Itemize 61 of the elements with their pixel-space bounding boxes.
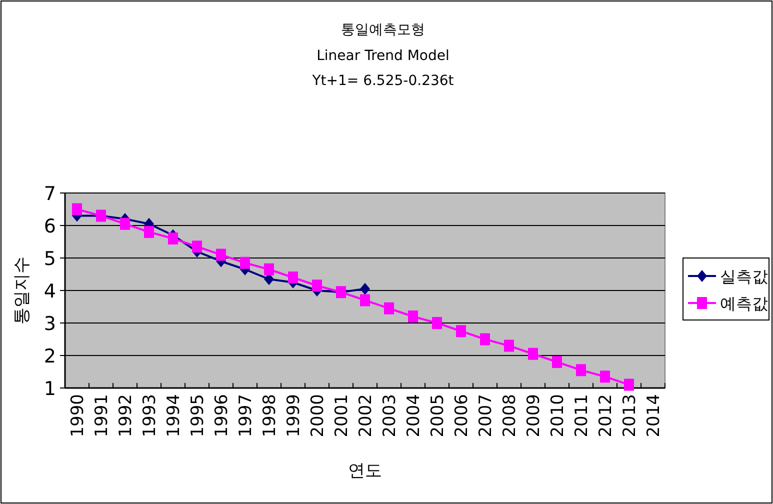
x-tick-label: 2012 <box>596 394 616 438</box>
x-tick-label: 2014 <box>644 394 664 438</box>
point <box>288 272 298 284</box>
point <box>264 263 274 276</box>
y-axis-title: 통일지수 <box>12 256 32 324</box>
point <box>120 218 130 230</box>
point <box>384 302 394 314</box>
x-tick-label: 1992 <box>116 394 136 438</box>
x-tick-label: 2011 <box>572 394 592 438</box>
point <box>240 256 250 269</box>
y-tick-label: 2 <box>44 346 56 368</box>
chart-title: 통일예측모형 <box>341 22 425 38</box>
x-tick-label: 2003 <box>380 394 400 438</box>
point <box>168 232 178 244</box>
point <box>408 310 418 322</box>
x-tick-label: 2002 <box>356 394 376 438</box>
x-tick-label: 1994 <box>164 394 184 438</box>
point <box>144 226 154 238</box>
point <box>600 370 610 383</box>
x-tick-label: 1991 <box>92 394 112 438</box>
x-tick-label: 1993 <box>140 394 160 438</box>
x-tick-label: 2006 <box>452 394 472 438</box>
chart-subtitle: Linear Trend Model Yt+1= 6.525-0.236t <box>311 48 454 89</box>
point <box>192 240 202 253</box>
x-tick-label: 2005 <box>428 394 448 438</box>
point <box>528 348 538 360</box>
point <box>480 333 490 346</box>
x-tick-label: 1996 <box>212 394 232 438</box>
y-tick-label: 4 <box>44 280 56 302</box>
x-tick-label: 1998 <box>260 394 280 438</box>
y-tick-label: 1 <box>44 378 56 400</box>
point <box>360 294 370 306</box>
legend-label: 실측값 <box>720 267 768 286</box>
y-tick-label: 6 <box>44 216 56 238</box>
x-tick-label: 1990 <box>68 394 88 438</box>
x-tick-label: 2007 <box>476 394 496 438</box>
x-axis-title: 연도 <box>348 461 382 481</box>
x-tick-label: 2000 <box>308 394 328 438</box>
x-tick-label: 1997 <box>236 394 256 438</box>
x-tick-label: 2013 <box>620 394 640 438</box>
point <box>312 280 322 292</box>
x-tick-label: 2004 <box>404 394 424 438</box>
y-tick-label: 5 <box>44 248 56 270</box>
point <box>624 378 634 391</box>
y-tick-label: 3 <box>44 313 56 335</box>
point <box>456 325 466 338</box>
x-tick-label: 2009 <box>524 394 544 438</box>
point <box>432 317 442 329</box>
point <box>72 203 82 216</box>
legend-label: 예측값 <box>720 294 768 313</box>
x-tick-label: 1999 <box>284 394 304 438</box>
point <box>216 248 226 261</box>
x-tick-label: 2001 <box>332 394 352 438</box>
x-tick-label: 2010 <box>548 394 568 438</box>
x-tick-label: 1995 <box>188 394 208 438</box>
y-tick-label: 7 <box>44 183 56 205</box>
point <box>504 340 514 352</box>
point <box>360 282 370 295</box>
point <box>576 364 586 376</box>
x-tick-label: 2008 <box>500 394 520 438</box>
point <box>552 356 562 368</box>
